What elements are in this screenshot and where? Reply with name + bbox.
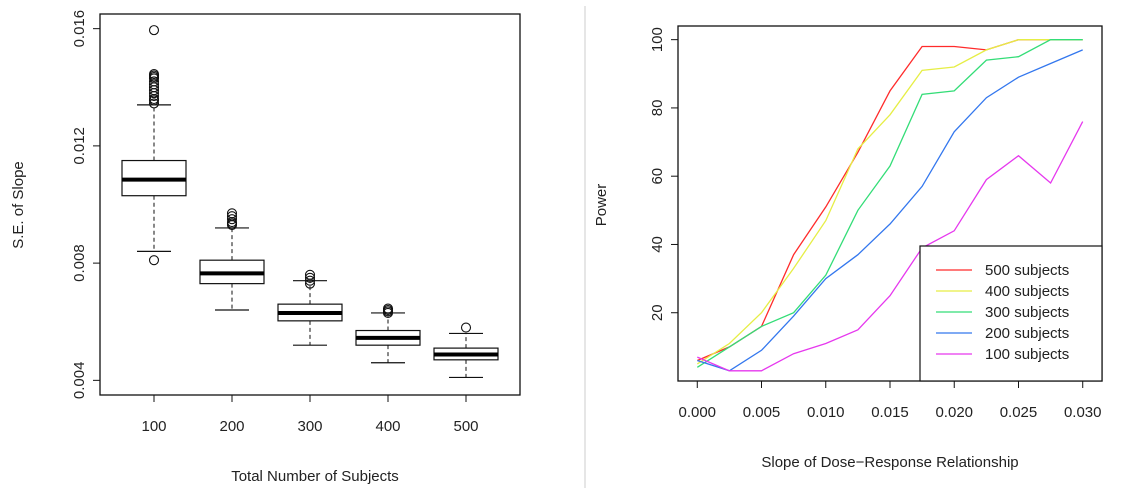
boxplot-panel: 0.004 0.008 0.012 0.016 100 200 300 400 500 Tot… bbox=[10, 10, 521, 485]
line-chart-y-tick-label: 40 bbox=[649, 236, 666, 253]
boxplot-x-tick-label: 100 bbox=[141, 418, 166, 435]
boxplot-y-axis-title: S.E. of Slope bbox=[10, 161, 27, 249]
boxplot-outlier bbox=[304, 272, 316, 283]
boxplot-outlier bbox=[226, 211, 238, 222]
boxplot-outlier bbox=[148, 255, 160, 266]
boxplot-outlier bbox=[304, 269, 316, 280]
boxplot-outlier bbox=[304, 275, 316, 286]
boxplot-box-group bbox=[355, 303, 421, 364]
line-chart-x-tick-label: 0.020 bbox=[935, 404, 973, 421]
boxplot-outlier bbox=[148, 98, 160, 109]
line-chart-x-tick-label: 0.000 bbox=[678, 404, 716, 421]
boxplot-x-axis-title: Total Number of Subjects bbox=[231, 468, 399, 485]
series-line bbox=[697, 121, 1084, 372]
boxplot-y-tick-label: 0.012 bbox=[71, 127, 88, 165]
boxplot-outlier bbox=[382, 303, 394, 314]
legend-label: 500 subjects bbox=[985, 262, 1069, 279]
boxplot-boxes bbox=[121, 25, 499, 379]
boxplot-outlier bbox=[226, 214, 238, 225]
boxplot-x-tick-label: 200 bbox=[219, 418, 244, 435]
legend-label: 400 subjects bbox=[985, 283, 1069, 300]
boxplot-outlier bbox=[148, 76, 160, 87]
boxplot-outlier bbox=[226, 208, 238, 219]
line-chart-x-tick-label: 0.015 bbox=[871, 404, 909, 421]
boxplot-x-tick-label: 500 bbox=[453, 418, 478, 435]
boxplot-outlier bbox=[460, 322, 472, 333]
boxplot-x-tick-label: 300 bbox=[297, 418, 322, 435]
boxplot-box-group bbox=[433, 322, 499, 379]
boxplot-y-tick-label: 0.016 bbox=[71, 10, 88, 48]
line-chart-x-axis: 0.000 0.005 0.010 0.015 0.020 0.025 0.030 bbox=[678, 381, 1102, 421]
line-chart-x-tick-label: 0.010 bbox=[807, 404, 845, 421]
line-chart-legend: 500 subjects 400 subjects 300 subjects 200 … bbox=[919, 245, 1103, 382]
boxplot-x-axis: 100 200 300 400 500 bbox=[141, 395, 479, 435]
line-chart-y-tick-label: 80 bbox=[649, 100, 666, 117]
series-line bbox=[696, 39, 1083, 365]
boxplot-box-group bbox=[199, 208, 265, 311]
line-chart-y-axis-title: Power bbox=[593, 184, 610, 227]
line-chart-y-axis: 20 40 60 80 100 bbox=[649, 27, 678, 321]
legend-label: 100 subjects bbox=[985, 346, 1069, 363]
line-chart-x-tick-label: 0.030 bbox=[1064, 404, 1102, 421]
boxplot-outlier bbox=[148, 25, 160, 36]
line-chart-x-tick-label: 0.025 bbox=[1000, 404, 1038, 421]
boxplot-outlier bbox=[148, 69, 160, 80]
line-chart-y-tick-label: 20 bbox=[649, 304, 666, 321]
line-chart-x-axis-title: Slope of Dose−Response Relationship bbox=[761, 454, 1018, 471]
boxplot-y-tick-label: 0.008 bbox=[71, 244, 88, 282]
line-chart-y-tick-label: 100 bbox=[649, 27, 666, 52]
legend-label: 200 subjects bbox=[985, 325, 1069, 342]
line-chart-y-tick-label: 60 bbox=[649, 168, 666, 185]
line-chart-x-tick-label: 0.005 bbox=[743, 404, 781, 421]
boxplot-y-tick-label: 0.004 bbox=[71, 362, 88, 400]
boxplot-box-group bbox=[121, 25, 187, 266]
boxplot-box-group bbox=[277, 269, 343, 346]
series-line bbox=[696, 39, 1083, 368]
boxplot-x-tick-label: 400 bbox=[375, 418, 400, 435]
legend-box bbox=[919, 245, 1103, 382]
series-line bbox=[697, 49, 1083, 372]
boxplot-y-axis: 0.004 0.008 0.012 0.016 bbox=[71, 10, 100, 399]
line-chart-series bbox=[696, 39, 1084, 372]
legend-label: 300 subjects bbox=[985, 304, 1069, 321]
